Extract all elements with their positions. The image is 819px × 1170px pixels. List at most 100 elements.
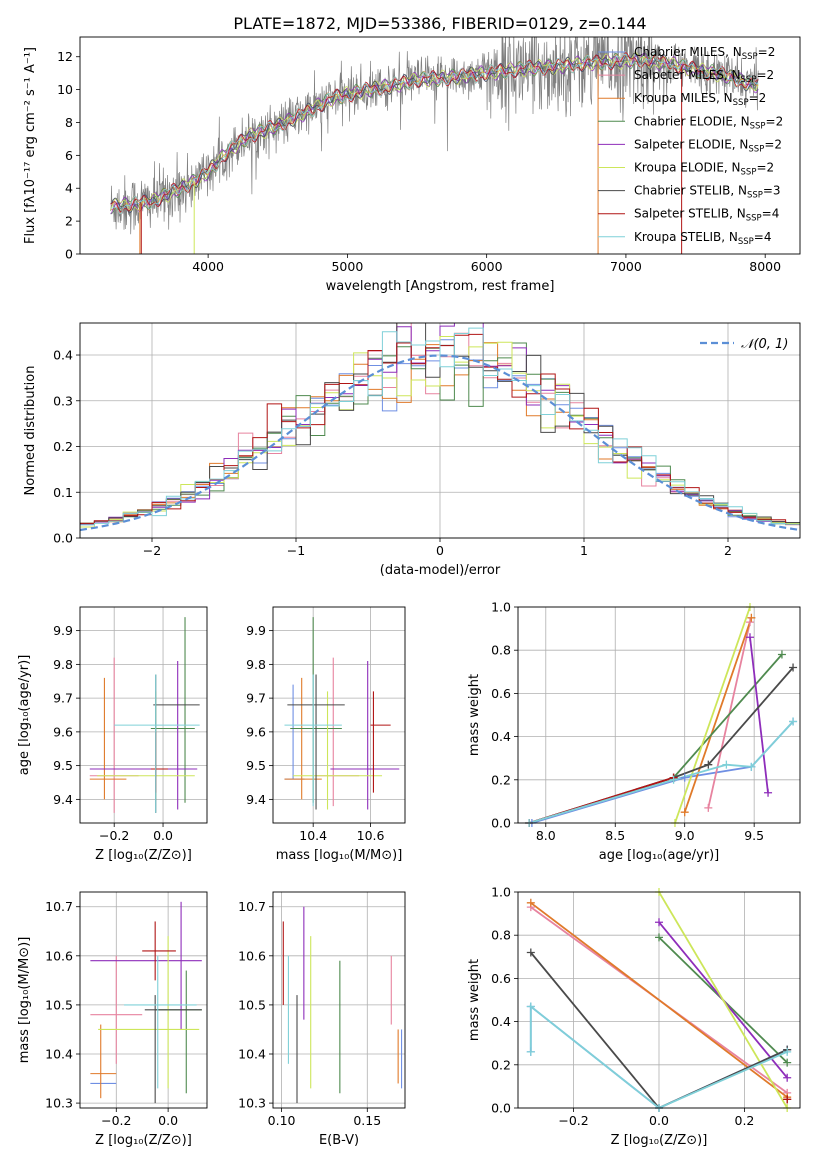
x-axis-label: Z [log₁₀(Z/Z⊙)] — [611, 1133, 708, 1148]
y-tick-label: 10.4 — [238, 1047, 266, 1062]
weight-marker — [680, 773, 689, 782]
weight-line — [528, 666, 794, 823]
y-tick-label: 0.3 — [53, 393, 73, 408]
x-tick-label: −0.2 — [558, 1113, 588, 1128]
y-tick-label: 9.4 — [53, 792, 73, 807]
y-tick-label: 8 — [65, 115, 73, 130]
x-axis-label: wavelength [Angstrom, rest frame] — [326, 279, 555, 294]
x-axis-label: mass [log₁₀(M/M⊙)] — [276, 848, 403, 863]
y-tick-label: 0 — [65, 247, 73, 262]
y-tick-label: 9.6 — [246, 724, 266, 739]
x-tick-label: 7000 — [610, 259, 642, 274]
legend-entry: Kroupa STELIB, NSSP=4 — [634, 230, 772, 247]
weight-marker — [704, 760, 713, 769]
y-tick-label: 1.0 — [491, 600, 511, 615]
y-tick-label: 10.5 — [238, 997, 266, 1012]
plot-layer: 4000 5000 6000 7000 8000024681012wavelength … — [17, 36, 801, 1148]
y-tick-label: 0.2 — [491, 1057, 511, 1072]
weight-marker — [526, 1047, 535, 1056]
panel-weight_vs_Z: −0.2 0.0 0.2 0.0 0.2 0.4 0.6 0.8 1.0 Z [log₁₀(Z/Z… — [467, 885, 801, 1148]
weight-marker — [526, 948, 535, 957]
y-tick-label: 0.2 — [491, 772, 511, 787]
y-axis-label: mass weight — [467, 674, 482, 756]
panel-age_vs_mass: 10.4 10.6 9.4 9.5 9.6 9.7 9.8 9.9 mass [log₁₀(M/… — [246, 606, 406, 863]
weight-marker — [655, 933, 663, 942]
plot-area-age_vs_mass — [284, 617, 400, 810]
y-axis-label: Normed distribution — [23, 366, 38, 496]
weight-marker — [789, 663, 798, 672]
y-tick-label: 9.8 — [53, 657, 73, 672]
x-tick-label: 9.5 — [744, 828, 764, 843]
weight-line — [683, 617, 753, 813]
x-tick-label: 0.10 — [268, 1113, 296, 1128]
y-axis-label: mass weight — [467, 959, 482, 1041]
y-axis-label: Flux [fλ10⁻¹⁷ erg cm⁻² s⁻¹ A⁻¹] — [23, 47, 38, 244]
panel-mass_vs_EBV: 0.10 0.15 10.3 10.4 10.5 10.6 10.7 E(B-V) — [238, 891, 406, 1148]
weight-marker — [526, 898, 535, 907]
weight-marker — [747, 762, 756, 771]
panel-age_vs_Z: −0.2 0.0 9.4 9.5 9.6 9.7 9.8 9.9 Z [log₁₀(Z/Z⊙)]… — [17, 606, 208, 863]
legend-entry: Salpeter ELODIE, NSSP=2 — [634, 137, 782, 154]
weight-marker — [722, 760, 731, 769]
x-tick-label: 0 — [436, 543, 444, 558]
weight-line — [658, 892, 788, 1108]
residual-legend: 𝒩(0, 1) — [700, 337, 788, 352]
x-tick-label: 2 — [724, 543, 732, 558]
y-tick-label: 0.4 — [53, 348, 73, 363]
y-axis-label: age [log₁₀(age/yr)] — [17, 655, 32, 776]
weight-line — [674, 607, 751, 823]
x-tick-label: 8.0 — [536, 828, 556, 843]
plot-area-mass_vs_Z — [90, 901, 202, 1104]
axes-frame — [517, 606, 801, 824]
y-tick-label: 9.5 — [246, 758, 266, 773]
axes-frame — [79, 36, 801, 255]
y-tick-label: 0.2 — [53, 439, 73, 454]
weight-line — [530, 902, 788, 1098]
y-tick-label: 10.3 — [238, 1096, 266, 1111]
weight-marker — [669, 775, 678, 784]
x-axis-label: Z [log₁₀(Z/Z⊙)] — [95, 848, 192, 863]
y-tick-label: 9.7 — [53, 691, 73, 706]
y-tick-label: 6 — [65, 148, 73, 163]
y-tick-label: 0.0 — [53, 531, 73, 546]
x-tick-label: 0.2 — [735, 1113, 755, 1128]
plot-area-mass_vs_EBV — [282, 906, 403, 1104]
legend-entry: Salpeter MILES, NSSP=2 — [634, 68, 774, 85]
weight-marker — [747, 613, 756, 622]
y-tick-label: 10.7 — [45, 899, 73, 914]
weight-line — [530, 951, 788, 1108]
x-tick-label: 4000 — [192, 259, 224, 274]
x-axis-label: Z [log₁₀(Z/Z⊙)] — [95, 1133, 192, 1148]
y-tick-label: 10.6 — [45, 948, 73, 963]
legend-entry: Chabrier ELODIE, NSSP=2 — [634, 114, 783, 131]
weight-marker — [777, 650, 786, 659]
y-tick-label: 0.8 — [491, 643, 511, 658]
x-axis-label: age [log₁₀(age/yr)] — [599, 848, 720, 863]
x-tick-label: 0.0 — [153, 828, 173, 843]
y-tick-label: 10.6 — [238, 948, 266, 963]
axes-frame — [79, 606, 208, 824]
panel-spectrum: 4000 5000 6000 7000 8000 0 2 4 6 8 10 12 wavelength … — [23, 36, 801, 294]
weight-marker — [783, 1047, 792, 1056]
legend-entry: Chabrier STELIB, NSSP=3 — [634, 184, 781, 201]
x-tick-label: 8000 — [749, 259, 781, 274]
weight-marker — [745, 618, 754, 627]
y-tick-label: 0.0 — [491, 816, 511, 831]
x-tick-label: −2 — [143, 543, 161, 558]
legend-entry: 𝒩(0, 1) — [741, 337, 788, 352]
x-tick-label: 10.6 — [357, 828, 385, 843]
y-tick-label: 0.0 — [491, 1101, 511, 1116]
y-tick-label: 10.5 — [45, 997, 73, 1012]
legend-entry: Chabrier MILES, NSSP=2 — [634, 45, 775, 62]
y-tick-label: 0.4 — [491, 1014, 511, 1029]
x-tick-label: 1 — [580, 543, 588, 558]
y-tick-label: 0.1 — [53, 485, 73, 500]
figure-title: PLATE=1872, MJD=53386, FIBERID=0129, z=0… — [233, 14, 646, 33]
y-tick-label: 1.0 — [491, 885, 511, 900]
plot-area-weight_vs_Z — [529, 892, 788, 1108]
x-tick-label: 10.4 — [299, 828, 327, 843]
y-tick-label: 2 — [65, 214, 73, 229]
x-axis-label: (data-model)/error — [380, 563, 501, 578]
weight-line — [749, 637, 769, 793]
